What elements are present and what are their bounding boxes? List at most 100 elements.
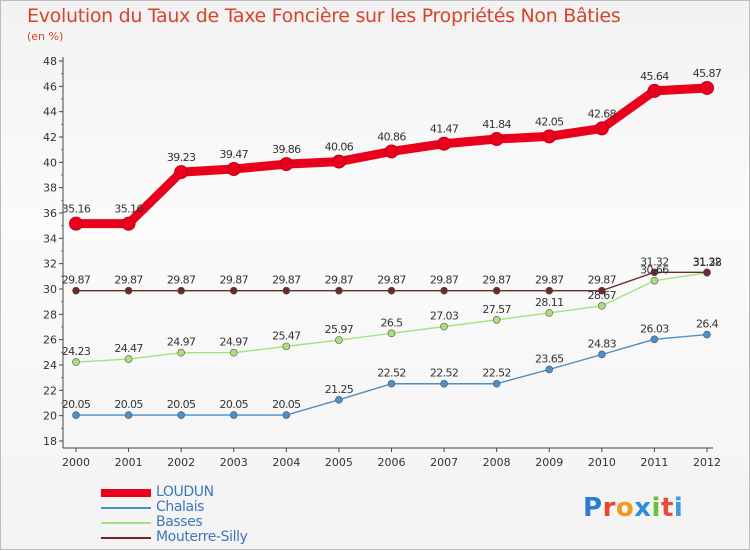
x-tick-label: 2010 [588, 456, 616, 469]
data-label: 28.67 [588, 289, 617, 302]
logo-letter: i [651, 493, 661, 523]
data-point-mouterre-silly [598, 286, 606, 295]
data-label: 29.87 [325, 274, 354, 287]
data-label: 24.47 [114, 342, 143, 355]
data-point-basses [177, 348, 185, 357]
legend-swatch [101, 507, 151, 509]
proxiti-logo: Proxiti [583, 493, 683, 523]
data-label: 29.87 [272, 274, 301, 287]
x-tick-label: 2011 [640, 456, 668, 469]
y-tick-label: 40 [43, 156, 57, 169]
data-point-mouterre-silly [72, 286, 80, 295]
data-label: 40.86 [377, 130, 406, 143]
logo-letter: i [673, 493, 684, 523]
data-label: 42.05 [535, 115, 564, 128]
data-point-chalais [229, 411, 238, 419]
data-label: 24.97 [167, 336, 196, 349]
x-tick-label: 2012 [693, 456, 721, 469]
data-point-mouterre-silly [177, 286, 185, 295]
data-point-chalais [72, 411, 80, 419]
data-point-mouterre-silly [387, 286, 396, 295]
data-point-mouterre-silly [440, 286, 448, 295]
data-point-basses [492, 315, 501, 324]
x-tick-label: 2003 [220, 456, 248, 469]
data-point-mouterre-silly [650, 268, 659, 277]
data-point-basses [124, 355, 133, 363]
data-point-chalais [177, 411, 185, 419]
data-label: 26.5 [380, 316, 403, 329]
data-point-chalais [545, 365, 554, 374]
data-label: 25.47 [272, 329, 301, 342]
data-label: 41.84 [482, 118, 511, 131]
data-label: 24.83 [588, 337, 617, 350]
logo-letter: t [660, 493, 674, 523]
y-tick-label: 38 [43, 182, 57, 195]
data-point-loudun [647, 83, 662, 98]
data-point-chalais [598, 350, 606, 359]
data-label: 20.05 [220, 398, 249, 411]
legend-swatch [101, 489, 151, 497]
x-tick-label: 2004 [272, 456, 300, 469]
data-point-chalais [124, 411, 133, 419]
data-point-chalais [387, 379, 396, 388]
y-tick-label: 30 [43, 283, 57, 296]
data-label: 20.05 [114, 398, 143, 411]
data-point-chalais [335, 396, 343, 404]
data-label: 25.97 [325, 323, 354, 336]
data-label: 29.87 [588, 274, 617, 287]
data-point-loudun [279, 157, 294, 172]
x-tick-label: 2008 [483, 456, 511, 469]
chart-subtitle: (en %) [27, 30, 64, 43]
data-label: 29.87 [114, 274, 143, 287]
data-label: 35.16 [114, 203, 143, 216]
data-point-loudun [174, 165, 189, 180]
y-tick-label: 28 [43, 308, 57, 321]
data-label: 22.52 [377, 367, 406, 380]
data-label: 20.05 [272, 398, 301, 411]
data-label: 29.87 [220, 274, 249, 287]
logo-letter: P [583, 493, 603, 523]
data-label: 20.05 [167, 398, 196, 411]
x-tick-label: 2002 [167, 456, 195, 469]
data-label: 41.47 [430, 123, 459, 136]
y-tick-label: 32 [43, 258, 57, 271]
data-point-basses [72, 358, 80, 366]
data-label: 31.28 [693, 256, 722, 269]
x-tick-label: 2000 [62, 456, 90, 469]
data-point-chalais [492, 379, 501, 388]
y-tick-label: 24 [43, 359, 57, 372]
data-point-loudun [121, 216, 136, 231]
data-point-basses [335, 336, 343, 344]
data-label: 29.87 [377, 274, 406, 287]
data-point-loudun [700, 80, 714, 95]
data-label: 29.87 [430, 274, 459, 287]
data-point-loudun [437, 136, 452, 151]
logo-letter: o [615, 493, 635, 523]
data-label: 40.06 [325, 141, 354, 154]
y-tick-label: 26 [43, 334, 57, 347]
data-label: 24.23 [62, 345, 91, 358]
x-tick-label: 2005 [325, 456, 353, 469]
data-label: 21.25 [325, 383, 354, 396]
data-point-loudun [542, 129, 557, 144]
y-tick-label: 48 [43, 55, 57, 68]
y-tick-label: 22 [43, 384, 57, 397]
data-point-mouterre-silly [545, 286, 554, 295]
x-tick-label: 2007 [430, 456, 458, 469]
data-point-loudun [331, 154, 346, 169]
data-label: 27.03 [430, 310, 459, 323]
data-label: 22.52 [482, 367, 511, 380]
x-tick-label: 2009 [535, 456, 563, 469]
data-point-basses [545, 309, 554, 317]
data-point-chalais [440, 379, 448, 388]
data-point-loudun [226, 162, 241, 177]
data-point-loudun [489, 132, 504, 147]
data-label: 29.87 [482, 274, 511, 287]
data-point-mouterre-silly [335, 286, 343, 295]
y-tick-label: 36 [43, 207, 57, 220]
data-label: 45.87 [693, 67, 722, 80]
legend-label: LOUDUN [156, 484, 214, 500]
data-point-loudun [384, 144, 399, 159]
